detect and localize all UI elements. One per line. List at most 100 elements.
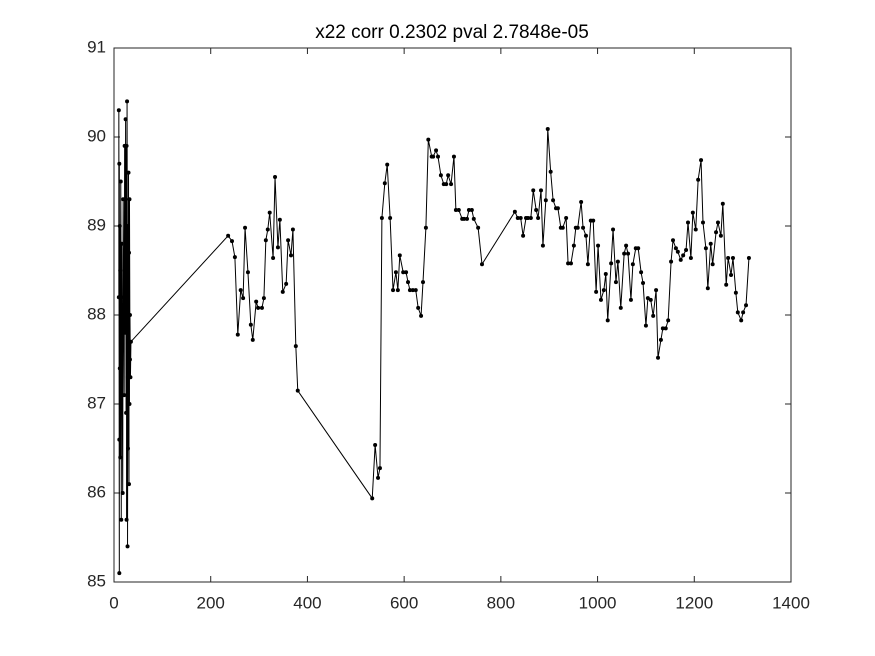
data-point [548,169,553,174]
y-tick-label: 91 [87,37,106,56]
data-point [705,286,710,291]
data-point [377,466,382,471]
data-point [263,238,268,243]
data-point [720,201,725,206]
data-point [421,280,426,285]
data-point [116,108,121,113]
data-point [628,297,633,302]
data-point [581,225,586,230]
data-point [127,402,132,406]
data-point [699,158,704,163]
data-point [243,225,248,230]
data-point [684,248,689,253]
data-point [733,290,738,295]
data-point [126,446,131,451]
data-point [254,299,259,304]
data-point [471,216,476,221]
data-point [122,393,127,398]
data-point [406,280,411,285]
data-point [235,332,240,337]
data-point [120,348,125,353]
data-point [124,410,129,415]
data-point [125,99,130,104]
data-point [391,288,396,293]
data-point [651,313,656,318]
data-point [434,148,439,153]
data-point [416,305,421,310]
data-point [543,198,548,203]
data-point [718,233,723,238]
data-point [123,330,128,335]
data-point [744,303,749,308]
data-point [710,262,715,267]
data-point [286,238,291,243]
data-point [603,272,608,277]
data-point [673,246,678,251]
data-point [512,209,517,214]
data-point [688,256,693,261]
data-point [382,181,387,186]
data-point [462,216,467,221]
data-point [630,262,635,267]
data-point [671,238,676,243]
data-point [636,246,641,251]
data-point [261,296,266,301]
data-point [267,210,272,215]
data-point [275,245,280,250]
data-point [560,225,565,230]
data-point [119,517,124,522]
data-point [675,249,680,254]
data-point [124,143,129,148]
data-point [273,175,278,180]
data-point [116,295,121,300]
data-point [536,215,541,220]
data-point [591,218,596,223]
data-point [618,305,623,310]
x-tick-label: 1400 [772,593,810,612]
data-point [583,233,588,238]
data-point [521,233,526,238]
x-tick-label: 400 [293,593,321,612]
data-point [413,288,418,293]
data-point [126,330,131,335]
data-point [444,182,449,187]
data-point [426,137,431,142]
data-point [119,241,124,246]
data-point [534,207,539,212]
chart-title: x22 corr 0.2302 pval 2.7848e-05 [315,22,589,43]
y-tick-label: 88 [87,304,106,323]
data-point [117,161,122,166]
data-point [741,310,746,315]
data-point [531,188,536,193]
data-point [666,318,671,323]
data-point [724,282,729,287]
data-point [708,241,713,246]
data-point [663,326,668,331]
data-point [643,323,648,328]
data-point [585,262,590,267]
data-point [648,297,653,302]
data-point [594,289,599,294]
data-point [226,233,231,238]
data-point [685,220,690,225]
data-point [714,230,719,235]
data-point [118,179,123,184]
data-point [117,437,122,442]
data-point [746,256,751,261]
data-point [658,337,663,342]
data-point [622,251,627,256]
data-point [453,207,458,212]
data-point [407,288,412,293]
y-tick-label: 86 [87,482,106,501]
data-point [575,225,580,230]
data-point [126,250,131,255]
data-point [385,162,390,167]
data-point [611,227,616,232]
y-tick-label: 85 [87,571,106,590]
data-point [401,270,406,275]
data-point [431,154,436,159]
data-point [696,177,701,182]
data-point [660,326,665,331]
